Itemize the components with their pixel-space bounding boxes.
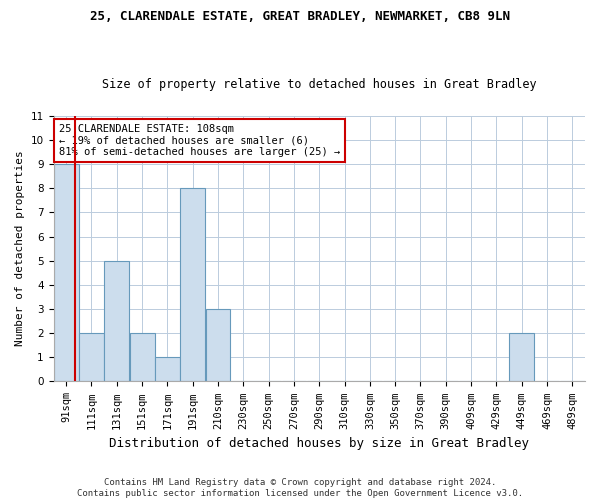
Text: 25, CLARENDALE ESTATE, GREAT BRADLEY, NEWMARKET, CB8 9LN: 25, CLARENDALE ESTATE, GREAT BRADLEY, NE… (90, 10, 510, 23)
Bar (54, 164, 79, 382)
X-axis label: Distribution of detached houses by size in Great Bradley: Distribution of detached houses by size … (109, 437, 529, 450)
Text: 25 CLARENDALE ESTATE: 108sqm
← 19% of detached houses are smaller (6)
81% of sem: 25 CLARENDALE ESTATE: 108sqm ← 19% of de… (59, 124, 340, 157)
Bar (130, 333, 155, 382)
Bar (181, 188, 205, 382)
Text: Contains HM Land Registry data © Crown copyright and database right 2024.
Contai: Contains HM Land Registry data © Crown c… (77, 478, 523, 498)
Bar (79, 333, 104, 382)
Bar (206, 309, 230, 382)
Bar (155, 358, 180, 382)
Bar (509, 333, 534, 382)
Bar (104, 260, 129, 382)
Y-axis label: Number of detached properties: Number of detached properties (15, 150, 25, 346)
Title: Size of property relative to detached houses in Great Bradley: Size of property relative to detached ho… (102, 78, 536, 91)
